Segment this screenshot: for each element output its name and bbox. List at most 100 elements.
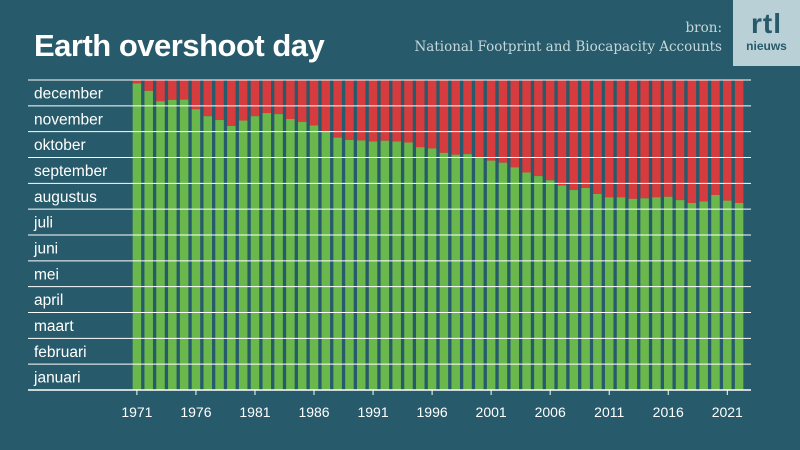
bar-overshoot-1976 [191, 80, 201, 110]
bar-used-1985 [297, 121, 307, 390]
bar-overshoot-1989 [345, 80, 354, 140]
bar-overshoot-2011 [604, 80, 614, 198]
bar-overshoot-1988 [333, 80, 342, 138]
bar-overshoot-1992 [380, 80, 390, 141]
bar-used-2012 [616, 197, 626, 390]
bar-overshoot-2008 [569, 80, 579, 191]
bar-used-1983 [274, 114, 283, 390]
y-tick-label: januari [33, 370, 81, 387]
bar-used-1999 [463, 154, 472, 390]
bar-overshoot-2004 [522, 80, 531, 173]
bar-overshoot-1983 [274, 80, 283, 115]
y-tick-label: november [34, 111, 103, 128]
source-name: National Footprint and Biocapacity Accou… [414, 39, 722, 55]
x-axis-labels: 1971 1976 1981 1986 1991 1996 2001 2006 2011 2016… [121, 390, 743, 420]
bar-overshoot-1990 [356, 80, 366, 141]
y-axis-labels: januari februari maart april mei juni juli augu… [33, 85, 107, 386]
bar-used-1974 [168, 99, 177, 391]
bar-overshoot-1997 [439, 80, 449, 153]
bar-overshoot-1984 [286, 80, 295, 120]
y-tick-label: december [34, 85, 103, 102]
x-tick-label: 2016 [653, 404, 684, 420]
bar-overshoot-1979 [227, 80, 236, 126]
x-tick-label: 2006 [535, 404, 566, 420]
bar-overshoot-1977 [203, 80, 213, 117]
bar-used-1978 [215, 120, 224, 391]
gridlines-group [28, 79, 751, 391]
bar-used-1993 [392, 141, 401, 390]
bar-used-1998 [451, 154, 460, 390]
bar-used-2003 [510, 167, 520, 390]
bar-overshoot-2019 [699, 80, 708, 202]
bar-used-1982 [262, 113, 272, 391]
y-tick-label: augustus [34, 189, 97, 206]
bar-used-2015 [652, 197, 661, 390]
bar-used-2020 [711, 194, 720, 390]
y-tick-label: februari [34, 344, 87, 361]
bar-overshoot-2022 [734, 80, 744, 203]
bar-overshoot-2007 [557, 80, 567, 186]
bar-overshoot-1975 [179, 80, 189, 100]
x-tick-label: 1996 [417, 404, 448, 420]
bar-used-2005 [534, 176, 543, 390]
bar-used-2004 [522, 172, 531, 390]
bar-overshoot-1995 [416, 80, 425, 148]
logo-main-text: rtl [751, 8, 782, 39]
bar-used-2006 [545, 180, 555, 390]
bar-overshoot-2016 [663, 80, 673, 197]
bar-overshoot-1982 [262, 80, 272, 114]
bar-used-2021 [723, 200, 732, 390]
bar-used-1977 [203, 116, 213, 391]
source-credit: bron: National Footprint and Biocapacity… [414, 19, 722, 57]
bar-used-1971 [132, 83, 142, 390]
bar-used-1975 [179, 99, 189, 390]
bar-used-1973 [156, 101, 165, 390]
bar-overshoot-1986 [309, 80, 319, 126]
bar-overshoot-2013 [628, 80, 638, 199]
bar-used-2013 [628, 198, 638, 390]
bar-overshoot-2006 [545, 80, 555, 181]
bar-used-1992 [380, 140, 390, 390]
bar-used-2010 [593, 193, 602, 390]
y-tick-label: maart [34, 318, 74, 335]
y-tick-label: oktober [34, 137, 86, 154]
bar-overshoot-2015 [652, 80, 661, 198]
bar-overshoot-1973 [156, 80, 165, 102]
bar-overshoot-1985 [297, 80, 307, 122]
bar-overshoot-1980 [238, 80, 248, 121]
y-tick-label: juli [33, 215, 53, 232]
x-tick-label: 1986 [298, 404, 329, 420]
bar-used-1988 [333, 137, 342, 390]
bar-overshoot-2021 [723, 80, 732, 201]
bar-overshoot-1974 [168, 80, 177, 100]
bar-used-2017 [675, 200, 685, 390]
bar-overshoot-1972 [144, 80, 153, 91]
x-tick-label: 2001 [476, 404, 507, 420]
bar-overshoot-1991 [368, 80, 378, 142]
bar-used-2008 [569, 190, 579, 390]
bar-used-1996 [427, 148, 437, 390]
bar-used-2014 [640, 198, 649, 390]
y-tick-label: september [34, 163, 107, 180]
bar-overshoot-2003 [510, 80, 520, 168]
bar-overshoot-2002 [498, 80, 508, 163]
source-label: bron: [685, 20, 722, 36]
bar-overshoot-1999 [463, 80, 472, 155]
bar-overshoot-2000 [475, 80, 484, 157]
x-tick-label: 1981 [239, 404, 270, 420]
x-tick-label: 1976 [180, 404, 211, 420]
bar-used-1976 [191, 109, 201, 391]
page-title: Earth overshoot day [34, 28, 325, 63]
bar-used-2019 [699, 201, 708, 390]
bar-overshoot-1981 [250, 80, 260, 117]
bar-overshoot-1996 [427, 80, 437, 149]
rtl-nieuws-logo: rtl nieuws [733, 0, 800, 66]
bar-used-2007 [557, 185, 567, 390]
bar-used-2000 [475, 156, 484, 390]
bar-used-2016 [663, 196, 673, 390]
bars-group [132, 80, 744, 391]
bar-used-1979 [227, 125, 236, 390]
bar-used-1972 [144, 90, 153, 390]
bar-overshoot-1971 [132, 80, 142, 84]
bar-used-1991 [368, 141, 378, 390]
